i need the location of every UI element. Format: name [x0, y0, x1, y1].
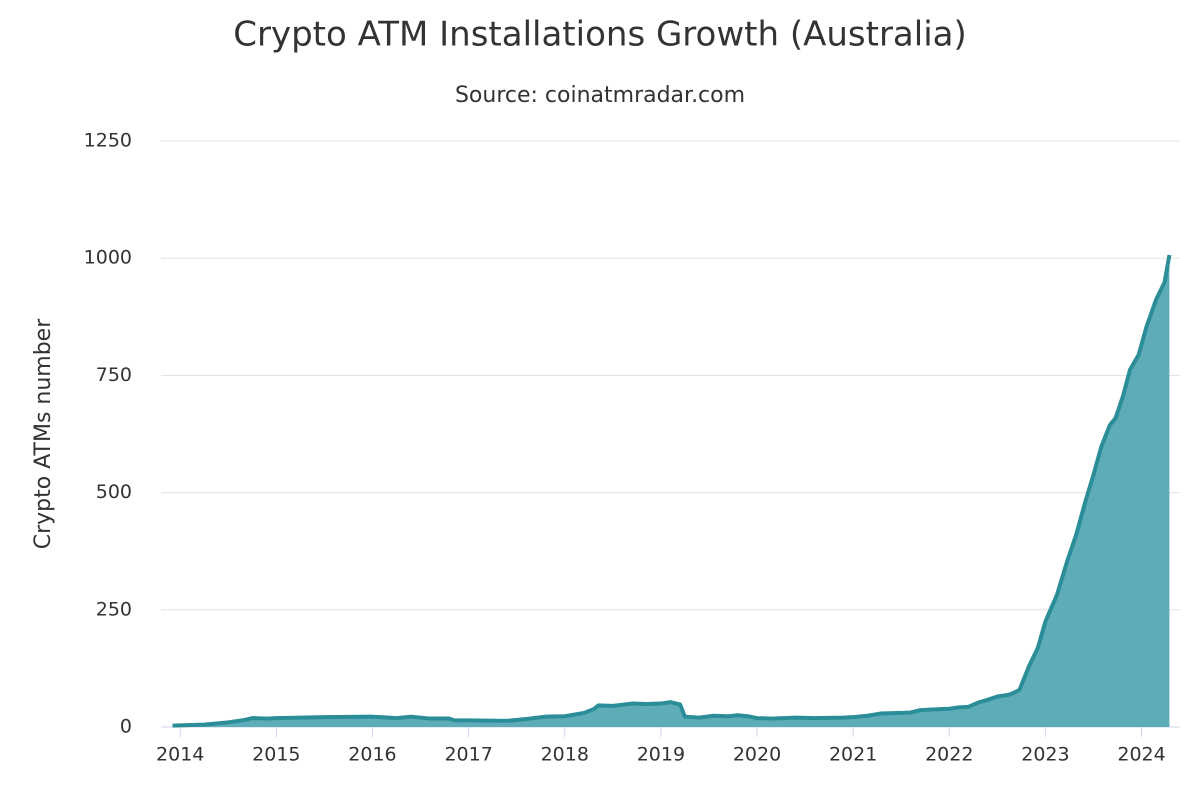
area-line [172, 254, 1172, 728]
x-tick-label: 2023 [1021, 744, 1069, 766]
x-tick-label: 2016 [348, 744, 396, 766]
x-tick-label: 2020 [733, 744, 781, 766]
area-fill [172, 254, 1170, 727]
x-tick-label: 2024 [1117, 744, 1165, 766]
x-tick-label: 2019 [637, 744, 685, 766]
x-tick-label: 2015 [252, 744, 300, 766]
y-tick-label: 250 [96, 598, 132, 620]
y-axis-label: Crypto ATMs number [31, 318, 56, 550]
y-tick-label: 1250 [84, 130, 132, 152]
x-tick-label: 2021 [829, 744, 877, 766]
y-tick-label: 1000 [84, 247, 132, 269]
y-tick-label: 0 [120, 716, 132, 738]
x-tick-label: 2018 [541, 744, 589, 766]
y-tick-label: 500 [96, 481, 132, 503]
x-tick-label: 2014 [156, 744, 204, 766]
y-tick-label: 750 [96, 364, 132, 386]
chart-subtitle: Source: coinatmradar.com [455, 83, 745, 108]
chart-title: Crypto ATM Installations Growth (Austral… [233, 15, 967, 55]
x-tick-label: 2022 [925, 744, 973, 766]
x-tick-label: 2017 [444, 744, 492, 766]
